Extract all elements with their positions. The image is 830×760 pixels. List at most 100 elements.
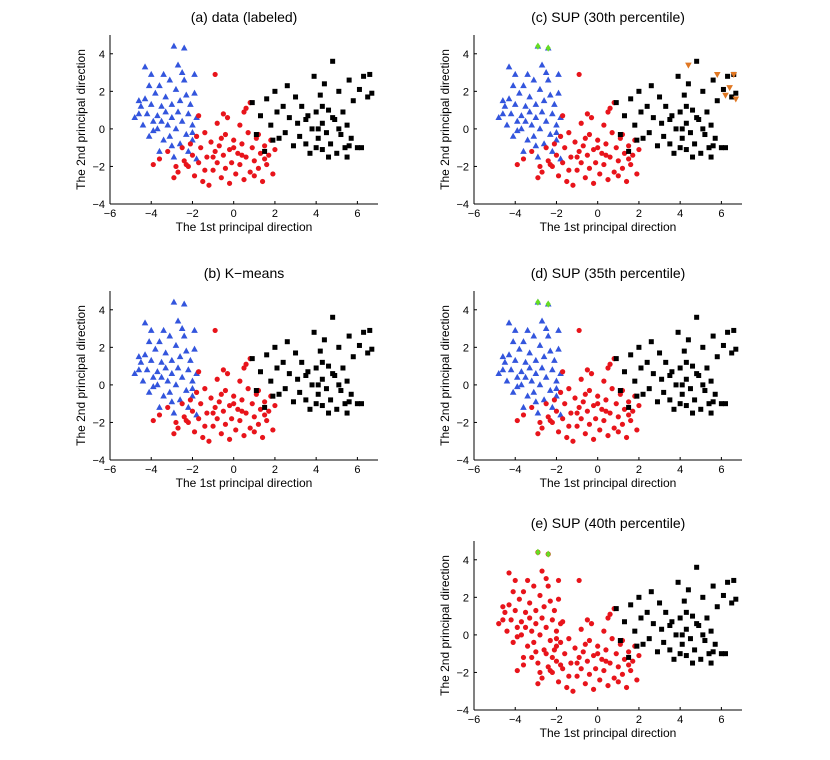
data-point-square <box>710 649 716 655</box>
data-point-circle <box>590 436 597 442</box>
data-point-triangle <box>546 130 554 137</box>
data-point-circle <box>605 109 611 115</box>
data-point-circle <box>578 120 584 126</box>
x-axis-label: The 1st principal direction <box>176 220 313 234</box>
data-point-circle <box>272 402 278 409</box>
data-point-circle <box>220 111 226 117</box>
data-point-square <box>340 365 346 371</box>
data-point-square <box>669 113 675 119</box>
data-point-circle <box>574 673 580 679</box>
data-point-circle <box>220 408 226 414</box>
data-point-square <box>731 327 737 333</box>
data-point-square <box>733 596 739 602</box>
data-point-circle <box>603 658 609 664</box>
data-point-circle <box>626 143 632 149</box>
data-point-triangle <box>495 370 503 377</box>
data-point-circle <box>239 141 245 147</box>
data-point-circle <box>514 624 520 630</box>
y-tick-label: 4 <box>99 49 105 61</box>
x-tick-label: 0 <box>595 714 601 726</box>
data-point-square <box>270 137 276 143</box>
data-point-circle <box>599 656 605 662</box>
data-point-circle <box>231 393 237 399</box>
data-point-square <box>681 598 687 604</box>
data-point-square <box>286 371 292 377</box>
data-point-square <box>313 109 319 115</box>
data-point-circle <box>628 417 634 424</box>
data-point-square <box>702 388 708 394</box>
data-point-circle <box>150 161 156 168</box>
data-point-circle <box>626 662 632 668</box>
data-point-square <box>638 109 644 115</box>
data-point-triangle <box>147 70 155 77</box>
data-point-square <box>356 86 362 92</box>
data-point-circle <box>574 660 580 666</box>
data-point-circle <box>580 399 586 405</box>
data-point-square <box>683 120 689 126</box>
data-point-triangle <box>156 147 163 154</box>
data-point-square <box>323 386 329 392</box>
data-point-square <box>690 107 696 113</box>
data-point-square <box>650 115 656 121</box>
y-axis-label: The 2nd principal direction <box>74 305 88 446</box>
data-point-square <box>650 371 656 377</box>
data-point-circle <box>514 634 520 640</box>
data-point-triangle <box>551 356 558 363</box>
data-point-circle <box>543 145 549 151</box>
data-point-circle <box>264 161 270 168</box>
data-point-triangle <box>553 136 560 143</box>
data-point-circle <box>512 607 518 614</box>
data-point-triangle <box>505 319 513 326</box>
data-point-circle <box>200 434 206 441</box>
data-point-triangle <box>511 356 519 363</box>
data-point-triangle <box>538 108 546 115</box>
data-point-triangle <box>530 76 538 83</box>
data-point-square <box>706 145 712 151</box>
data-point-square <box>307 150 313 156</box>
data-point-square <box>698 150 704 156</box>
data-point-square <box>326 107 332 113</box>
data-point-square <box>326 363 332 369</box>
data-point-triangle <box>166 388 174 395</box>
data-point-triangle <box>185 366 192 373</box>
data-point-triangle <box>495 114 503 121</box>
data-point-square <box>640 135 646 141</box>
data-point-square <box>336 382 342 388</box>
data-point-triangle <box>509 388 517 395</box>
data-point-triangle <box>538 317 546 324</box>
data-point-circle <box>636 146 642 153</box>
data-point-triangle <box>180 76 188 83</box>
data-point-square <box>338 388 344 394</box>
data-point-circle <box>601 628 607 634</box>
data-point-triangle <box>513 117 521 124</box>
data-point-square <box>326 154 332 160</box>
data-point-square <box>334 406 340 412</box>
data-point-square <box>321 337 327 343</box>
y-tick-label: −4 <box>92 199 105 211</box>
data-point-triangle <box>170 42 178 49</box>
data-point-square <box>698 656 704 662</box>
data-point-circle <box>535 681 541 687</box>
data-point-square <box>350 354 356 360</box>
data-point-circle <box>562 651 568 657</box>
data-point-circle <box>539 675 545 681</box>
data-point-triangle <box>526 108 533 115</box>
data-point-circle <box>514 667 520 674</box>
data-point-circle <box>582 135 588 141</box>
data-point-square <box>648 83 654 89</box>
x-tick-label: −4 <box>145 208 158 220</box>
data-point-triangle <box>149 117 157 124</box>
data-point-square <box>632 378 638 384</box>
x-tick-label: 0 <box>231 208 237 220</box>
data-point-triangle <box>145 388 153 395</box>
data-point-circle <box>597 677 603 683</box>
data-point-square <box>700 126 706 132</box>
data-point-triangle <box>536 341 544 348</box>
data-point-triangle <box>532 398 540 405</box>
data-point-triangle <box>507 366 515 373</box>
data-point-circle <box>586 671 593 677</box>
data-point-circle <box>621 406 628 412</box>
data-point-circle <box>533 621 539 627</box>
data-point-square <box>657 350 663 356</box>
data-point-circle <box>210 410 216 416</box>
